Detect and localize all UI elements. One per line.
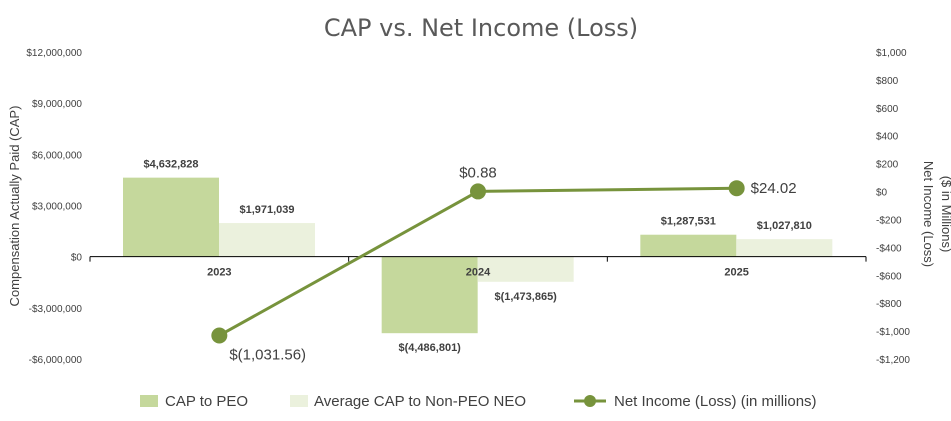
legend-swatch-average-cap: [290, 395, 308, 407]
y2-tick-label: -$400: [876, 243, 902, 254]
bar-cap-to-peo-2024: [381, 256, 478, 334]
chart-title: CAP vs. Net Income (Loss): [324, 14, 638, 42]
right-axis-ticks: $1,000 $800 $600 $400 $200 $0 -$200 -$400 -$600 -…: [876, 48, 910, 366]
y-tick-label: $6,000,000: [32, 150, 82, 161]
bar-value-label: $(4,486,801): [398, 342, 461, 354]
y-tick-label: $9,000,000: [32, 99, 82, 110]
x-axis: [89, 256, 867, 262]
legend-swatch-cap-to-peo: [140, 395, 158, 407]
y2-tick-label: -$1,200: [876, 355, 910, 366]
bar-value-labels: $4,632,828 $(4,486,801) $1,287,531 $1,971,0…: [143, 159, 811, 355]
legend-label-net-income: Net Income (Loss) (in millions): [614, 393, 817, 410]
y-axis-label: Compensation Actually Paid (CAP): [7, 106, 22, 307]
net-income-point-2024: [470, 183, 486, 200]
bar-value-label: $1,027,810: [757, 220, 812, 232]
bar-average-cap-to-non-peo-neo-2024: [477, 256, 574, 282]
left-axis-ticks: $12,000,000 $9,000,000 $6,000,000 $3,000,00…: [26, 48, 82, 366]
legend-marker-net-income: [584, 395, 596, 407]
legend-label-average-cap: Average CAP to Non-PEO NEO: [314, 393, 526, 410]
y-tick-label: $12,000,000: [26, 48, 82, 59]
x-tick-label: 2025: [724, 267, 748, 279]
x-tick-label: 2023: [207, 267, 231, 279]
y2-tick-label: -$600: [876, 271, 902, 282]
y-tick-label: -$6,000,000: [29, 355, 83, 366]
net-income-point-2023: [211, 327, 228, 344]
bar-cap-to-peo-2023: [123, 177, 219, 257]
y2-tick-label: -$1,000: [876, 327, 910, 338]
y2-tick-label: $600: [876, 104, 899, 115]
legend: CAP to PEO Average CAP to Non-PEO NEO Ne…: [140, 393, 817, 410]
bar-value-label: $4,632,828: [143, 159, 198, 171]
net-income-value-label: $0.88: [459, 164, 497, 181]
y2-axis-label-line2: ($ in Millions): [939, 176, 951, 253]
y-tick-label: -$3,000,000: [29, 304, 83, 315]
y2-axis-label-line1: Net Income (Loss): [921, 161, 936, 267]
y2-tick-label: -$800: [876, 299, 902, 310]
bar-value-label: $1,287,531: [661, 216, 716, 228]
net-income-point-2025: [728, 180, 745, 197]
y2-tick-label: $1,000: [876, 48, 907, 59]
legend-label-cap-to-peo: CAP to PEO: [165, 393, 248, 410]
y2-tick-label: $400: [876, 132, 899, 143]
y2-tick-label: $200: [876, 160, 899, 171]
category-labels: 2023 2024 2025: [207, 267, 749, 279]
y2-tick-label: -$200: [876, 215, 902, 226]
bar-average-cap-to-non-peo-neo-2025: [736, 239, 833, 257]
bar-value-label: $(1,473,865): [494, 291, 557, 303]
bar-cap-to-peo-2025: [640, 234, 737, 257]
bars: [123, 177, 833, 334]
y-tick-label: $3,000,000: [32, 202, 82, 213]
y2-tick-label: $0: [876, 188, 888, 199]
bar-average-cap-to-non-peo-neo-2023: [219, 223, 315, 257]
net-income-line: $(1,031.56) $0.88 $24.02: [211, 164, 797, 363]
x-tick-label: 2024: [466, 267, 491, 279]
bar-value-label: $1,971,039: [239, 204, 294, 216]
net-income-value-label: $(1,031.56): [229, 346, 306, 363]
y-tick-label: $0: [71, 253, 83, 264]
net-income-value-label: $24.02: [751, 180, 797, 197]
y2-tick-label: $800: [876, 76, 899, 87]
